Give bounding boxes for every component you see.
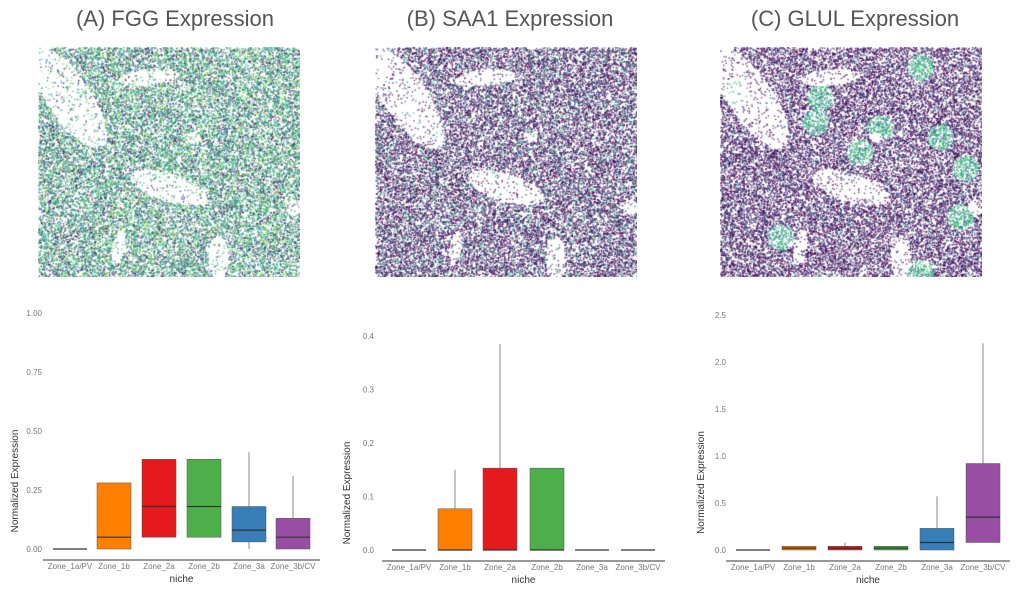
- panel-c-title: (C) GLUL Expression: [750, 6, 960, 31]
- x-tick-label: Zone_2a: [484, 563, 516, 572]
- x-tick-label: Zone_2b: [875, 563, 907, 572]
- x-axis-label: niche: [170, 574, 194, 585]
- x-tick-label: Zone_3a: [233, 562, 265, 571]
- x-tick-label: Zone_3b/CV: [271, 562, 317, 571]
- y-tick-label: 0.4: [363, 332, 375, 341]
- x-tick-label: Zone_2a: [829, 563, 861, 572]
- x-tick-label: Zone_2b: [188, 562, 220, 571]
- y-tick-label: 2.5: [715, 311, 727, 320]
- y-tick-label: 1.00: [26, 309, 42, 318]
- y-tick-label: 1.0: [715, 452, 727, 461]
- x-tick-label: Zone_1a/PV: [48, 562, 93, 571]
- x-tick-label: Zone_3a: [921, 563, 953, 572]
- panel-b-title: (B) SAA1 Expression: [406, 6, 614, 31]
- x-tick-label: Zone_1b: [439, 563, 471, 572]
- x-tick-label: Zone_3b/CV: [616, 563, 662, 572]
- box-zone-1b: [96, 482, 132, 550]
- y-axis-label: Normalized Expression: [10, 430, 21, 533]
- y-tick-label: 0.3: [363, 386, 375, 395]
- y-axis-label: Normalized Expression: [696, 431, 707, 534]
- box-zone-2a: [141, 459, 177, 538]
- y-tick-label: 0.2: [363, 439, 375, 448]
- box-zone-3a: [231, 506, 267, 543]
- y-tick-label: 0.5: [715, 499, 727, 508]
- x-tick-label: Zone_2b: [531, 563, 563, 572]
- y-tick-label: 0.00: [26, 545, 42, 554]
- x-tick-label: Zone_1b: [783, 563, 815, 572]
- box-zone-3b-cv: [275, 518, 311, 550]
- y-tick-label: 0.1: [363, 493, 375, 502]
- x-tick-label: Zone_3a: [576, 563, 608, 572]
- fgg-spatial-map: [38, 47, 300, 277]
- y-tick-label: 0.50: [26, 427, 42, 436]
- y-tick-label: 0.75: [26, 368, 42, 377]
- box-zone-1b: [437, 508, 473, 551]
- x-tick-label: Zone_1a/PV: [731, 563, 776, 572]
- box-zone-2a: [482, 467, 518, 551]
- x-tick-label: Zone_1b: [98, 562, 130, 571]
- y-tick-label: 0.0: [363, 546, 375, 555]
- saa1-spatial-map: [375, 47, 637, 277]
- y-tick-label: 2.0: [715, 358, 727, 367]
- y-axis-label: Normalized Expression: [342, 442, 353, 545]
- y-tick-label: 0.0: [715, 546, 727, 555]
- box-zone-2b: [186, 459, 222, 538]
- glul-spatial-map: [720, 47, 982, 277]
- x-tick-label: Zone_2a: [143, 562, 175, 571]
- y-tick-label: 0.25: [26, 486, 42, 495]
- x-tick-label: Zone_3b/CV: [961, 563, 1007, 572]
- x-axis-label: niche: [856, 575, 880, 586]
- box-zone-2b: [529, 467, 565, 551]
- box-zone-3b-cv: [965, 463, 1001, 543]
- y-tick-label: 1.5: [715, 405, 727, 414]
- x-tick-label: Zone_1a/PV: [387, 563, 432, 572]
- x-axis-label: niche: [512, 575, 536, 586]
- box-zone-3a: [919, 528, 955, 551]
- panel-a-title: (A) FGG Expression: [75, 6, 275, 31]
